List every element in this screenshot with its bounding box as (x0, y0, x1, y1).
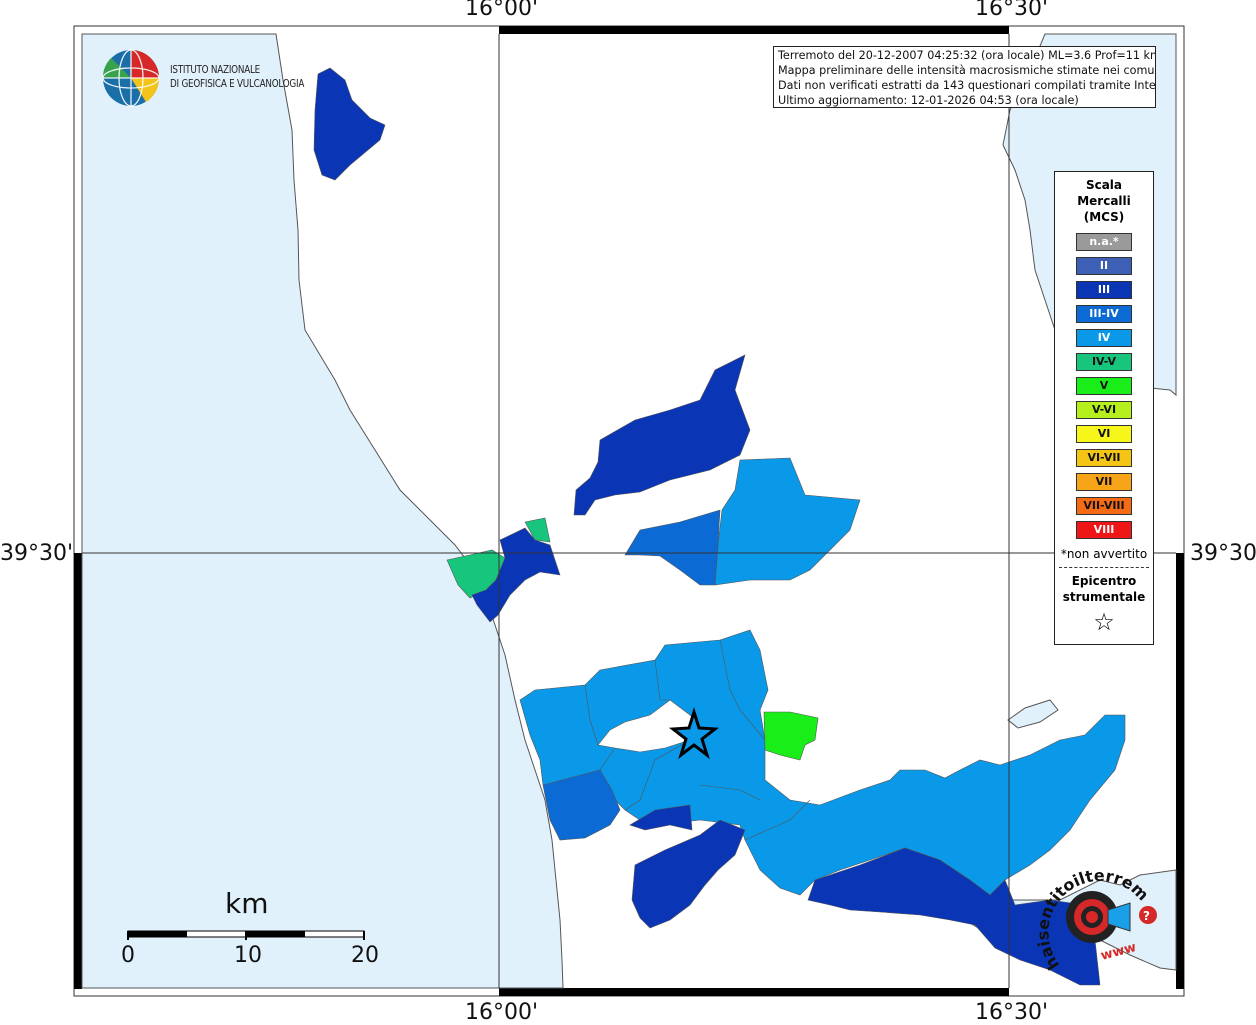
legend-swatch: VIII (1076, 521, 1132, 539)
legend-swatch: III-IV (1076, 305, 1132, 323)
legend-items: n.a.* II III III-IV IV IV-V V V-VI VI VI-VII VII VI… (1055, 233, 1153, 539)
legend-epi-line2: strumentale (1062, 590, 1146, 604)
info-line1: Terremoto del 20-12-2007 04:25:32 (ora l… (778, 49, 1156, 62)
institute-line1: ISTITUTO NAZIONALE (170, 63, 260, 76)
legend-swatch: IV-V (1076, 353, 1132, 371)
legend-swatch: VII (1076, 473, 1132, 491)
info-line3: Dati non verificati estratti da 143 ques… (778, 79, 1156, 92)
scale-bar (127, 930, 365, 940)
epicenter-star (668, 706, 720, 760)
legend-epicenter-title: Epicentro strumentale (1055, 573, 1153, 605)
legend-swatch: III (1076, 281, 1132, 299)
legend-swatch: IV (1076, 329, 1132, 347)
map-area (81, 33, 1177, 989)
mcs-legend: Scala Mercalli (MCS) n.a.* II III III-IV IV I… (1054, 171, 1154, 645)
info-line4: Ultimo aggiornamento: 12-01-2026 04:53 (… (778, 94, 1079, 107)
legend-swatch: VII-VIII (1076, 497, 1132, 515)
legend-swatch: V-VI (1076, 401, 1132, 419)
institute-line2: DI GEOFISICA E VULCANOLOGIA (170, 77, 305, 90)
legend-swatch: n.a.* (1076, 233, 1132, 251)
info-line2: Mappa preliminare delle intensità macros… (778, 64, 1156, 77)
scale-tick-10: 10 (234, 943, 262, 968)
legend-separator (1059, 567, 1149, 568)
lon-label-bottom-left: 16°00' (465, 1000, 539, 1025)
legend-star-icon: ☆ (1093, 608, 1115, 636)
ingv-institute-name: ISTITUTO NAZIONALE DI GEOFISICA E VULCAN… (170, 63, 304, 91)
municipality-iii-central (573, 354, 751, 516)
municipality-iii-south-a (629, 804, 693, 831)
logo-www: www (1099, 940, 1138, 964)
lat-label-right: 39°30' (1190, 541, 1256, 566)
legend-note: *non avvertito (1060, 547, 1148, 561)
scale-tick-20: 20 (351, 943, 379, 968)
legend-swatch: V (1076, 377, 1132, 395)
lake-sila (1007, 699, 1059, 729)
lat-label-left: 39°30' (0, 541, 74, 566)
legend-title-line2: Mercalli (1077, 194, 1131, 208)
scale-tick-0: 0 (121, 943, 135, 968)
municipality-iv-v-coast-b (524, 517, 551, 543)
lon-label-top-left: 16°00' (465, 0, 539, 21)
earthquake-info-box: Terremoto del 20-12-2007 04:25:32 (ora l… (773, 46, 1156, 108)
municipality-iii-north (313, 67, 386, 181)
legend-title-line1: Scala (1085, 178, 1123, 192)
municipality-iii-iv-south-west (542, 769, 621, 841)
legend-title: Scala Mercalli (MCS) (1055, 177, 1153, 225)
municipality-iii-south-b (631, 819, 746, 929)
legend-title-line3: (MCS) (1083, 210, 1125, 224)
lon-label-bottom-right: 16°30' (975, 1000, 1049, 1025)
legend-epi-line1: Epicentro (1071, 574, 1137, 588)
municipality-iii-coast (471, 527, 561, 623)
legend-swatch: VI-VII (1076, 449, 1132, 467)
haisentito-logo: haisentitoilterremoto.it ? www (1030, 855, 1157, 973)
municipality-iii-iv-central (624, 509, 721, 586)
lon-label-top-right: 16°30' (975, 0, 1049, 21)
ingv-globe-logo (102, 49, 160, 107)
legend-swatch: VI (1076, 425, 1132, 443)
municipality-v-east (763, 711, 819, 761)
scale-unit: km (225, 887, 269, 920)
municipality-iii-south-east (807, 847, 1101, 986)
svg-text:?: ? (1143, 909, 1150, 923)
legend-swatch: II (1076, 257, 1132, 275)
